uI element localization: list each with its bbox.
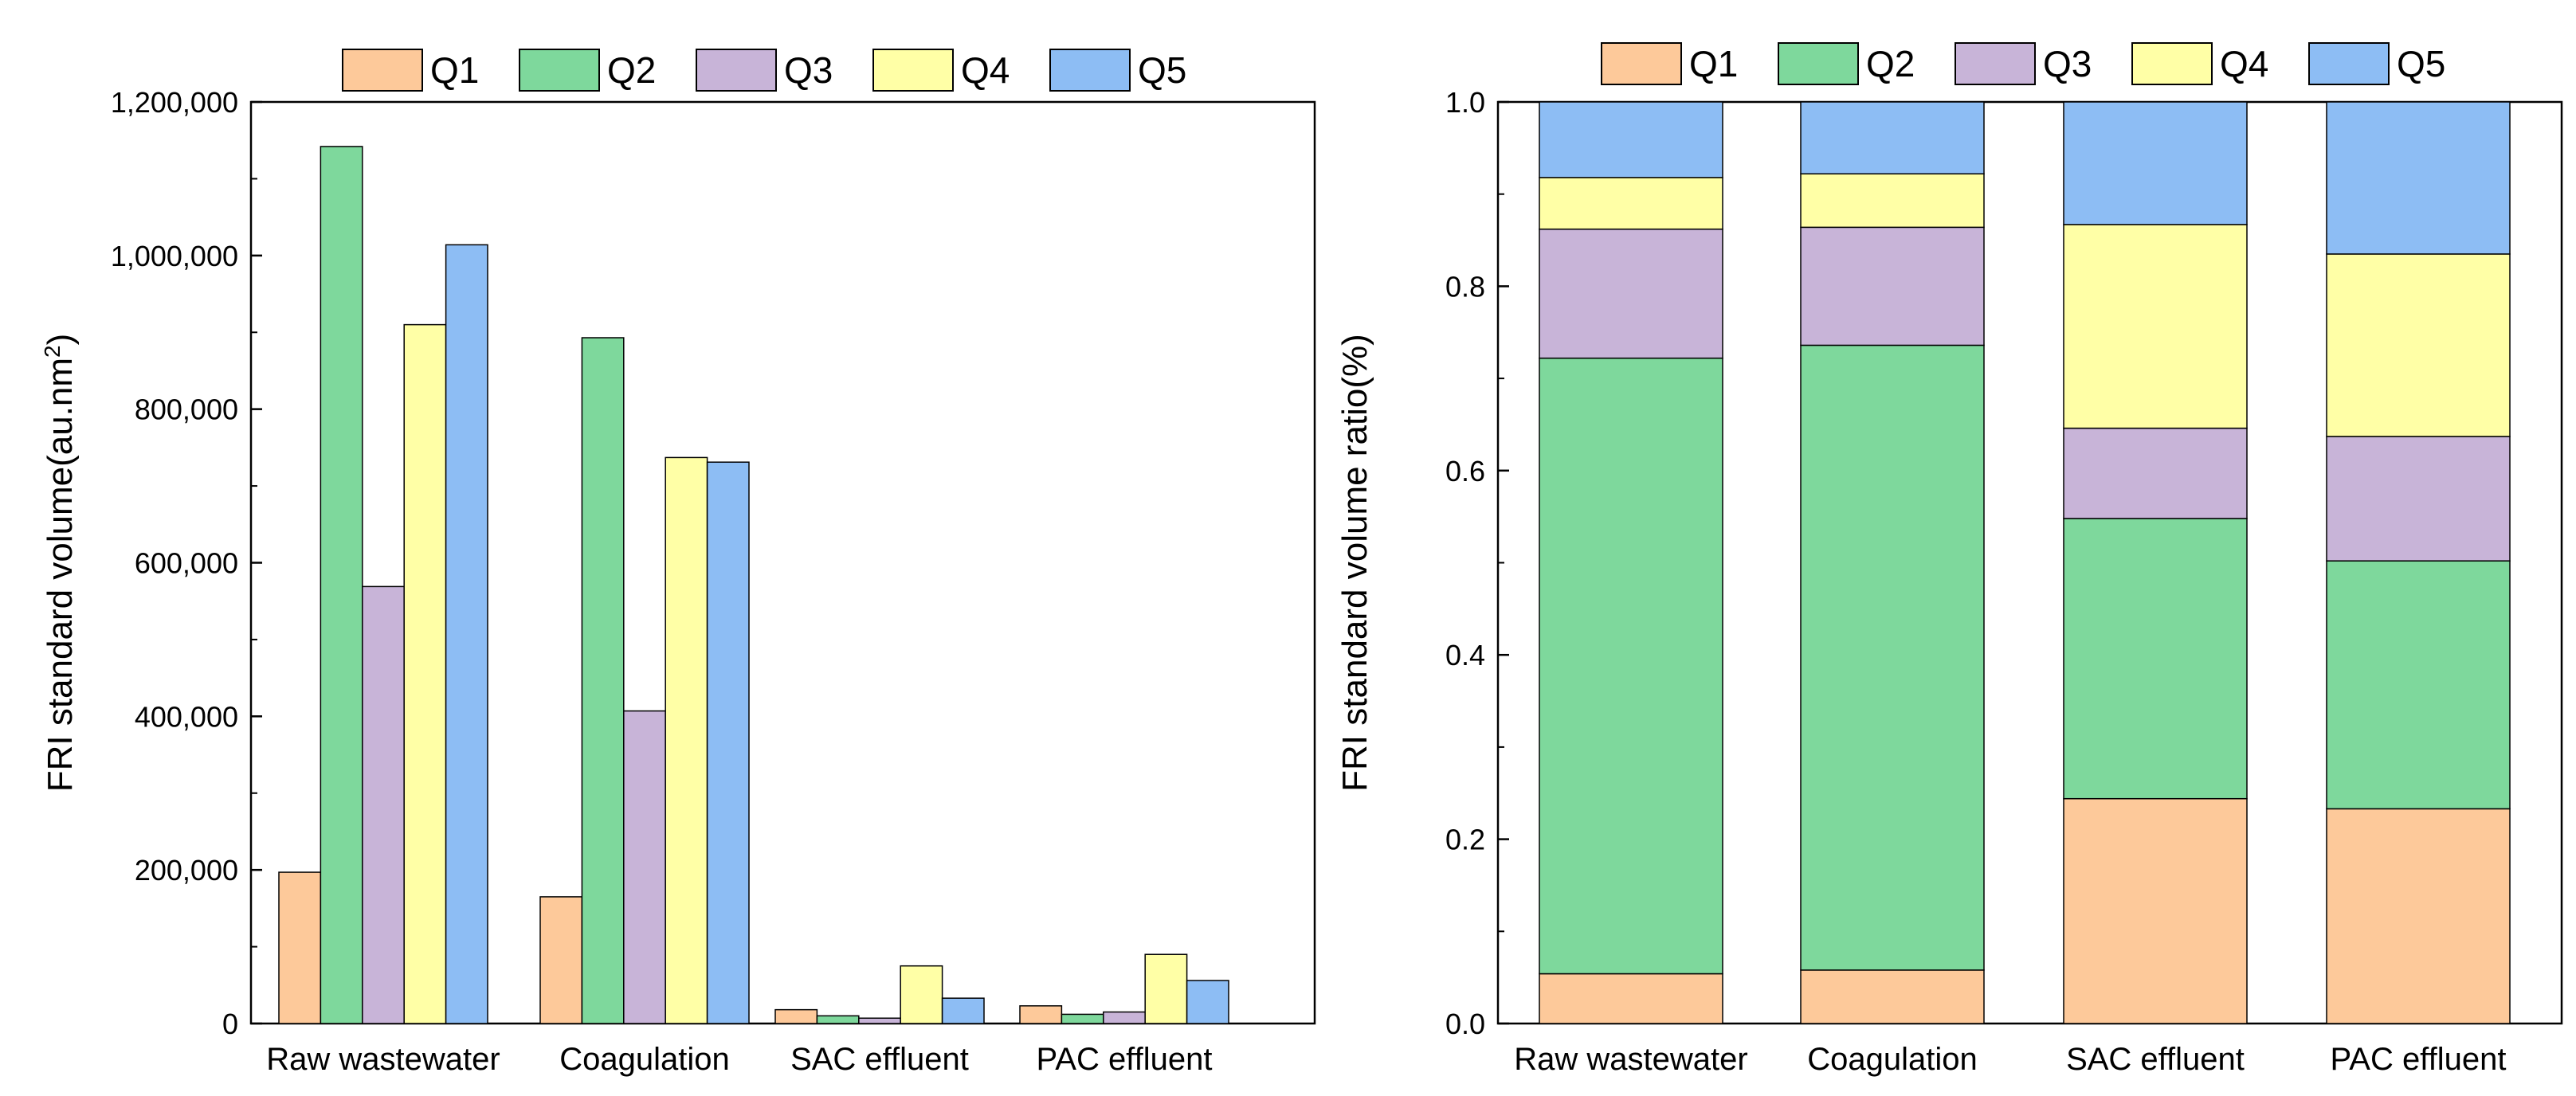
stack-q4-raw-wastewater	[1539, 177, 1723, 230]
bar-q3-pac-effluent	[1103, 1011, 1146, 1024]
bar-q2-pac-effluent	[1061, 1013, 1104, 1024]
legend-label-q2: Q2	[607, 49, 656, 91]
stack-q1-pac-effluent	[2326, 808, 2511, 1024]
stack-q2-coagulation	[1800, 344, 1985, 971]
legend-swatch-q5	[1049, 49, 1131, 92]
y-tick-label: 0	[222, 1008, 238, 1040]
bar-q1-pac-effluent	[1019, 1005, 1063, 1024]
bar-q5-sac-effluent	[941, 997, 985, 1024]
bar-q4-coagulation	[665, 456, 708, 1024]
legend-label-q5: Q5	[1138, 49, 1186, 91]
x-category-label: Raw wastewater	[266, 1042, 500, 1077]
y-tick-label: 200,000	[135, 854, 238, 887]
y-tick-label: 0.6	[1445, 455, 1485, 487]
legend: Q1 Q2 Q3 Q4 Q5	[342, 49, 1186, 92]
stack-q4-sac-effluent	[2063, 224, 2248, 429]
stacked-ratio-chart: 0.0 0.2 0.4 0.6 0.8 1.0 Raw wastewater Coagulat…	[1335, 42, 2563, 1077]
bar-q5-coagulation	[706, 461, 750, 1024]
legend-swatch-q4	[872, 49, 954, 92]
y-axis-title: FRI standard volume ratio(%)	[1335, 334, 1374, 792]
bar-q3-raw-wastewater	[362, 585, 405, 1024]
legend-label-q1: Q1	[430, 49, 479, 91]
bar-q2-raw-wastewater	[320, 146, 363, 1024]
x-category-label: SAC effluent	[790, 1042, 969, 1077]
y-tick-label: 600,000	[135, 547, 238, 580]
legend-label-q3: Q3	[2043, 43, 2092, 84]
bar-q2-coagulation	[581, 337, 625, 1024]
legend-label-q3: Q3	[784, 49, 833, 91]
stack-q5-raw-wastewater	[1539, 101, 1723, 178]
y-tick-label: 0.8	[1445, 270, 1485, 303]
legend-swatch-q2	[1778, 42, 1859, 85]
legend-swatch-q2	[519, 49, 600, 92]
bar-q3-coagulation	[623, 710, 666, 1024]
y-tick-label: 1.0	[1445, 86, 1485, 119]
stack-q2-pac-effluent	[2326, 560, 2511, 810]
y-tick-label: 400,000	[135, 700, 238, 733]
legend-swatch-q3	[1955, 42, 2036, 85]
legend-label-q1: Q1	[1689, 43, 1738, 84]
stack-q3-coagulation	[1800, 226, 1985, 346]
stack-q2-sac-effluent	[2063, 518, 2248, 800]
x-category-label: PAC effluent	[1037, 1042, 1213, 1077]
x-category-label: Coagulation	[559, 1042, 730, 1077]
stack-q5-pac-effluent	[2326, 101, 2511, 255]
legend-swatch-q5	[2308, 42, 2390, 85]
bar-q2-sac-effluent	[816, 1015, 860, 1024]
legend-swatch-q1	[342, 49, 423, 92]
y-tick-label: 1,200,000	[111, 86, 238, 119]
x-category-label: Coagulation	[1807, 1042, 1978, 1077]
y-axis-title-suffix: )	[41, 334, 80, 346]
bar-q1-sac-effluent	[774, 1008, 818, 1024]
y-axis-title-superscript: 2	[40, 345, 65, 358]
y-tick-label: 1,000,000	[111, 240, 238, 272]
legend-label-q4: Q4	[2220, 43, 2268, 84]
y-tick-label: 0.4	[1445, 639, 1485, 671]
legend-label-q4: Q4	[961, 49, 1010, 91]
y-tick-label: 800,000	[135, 393, 238, 426]
legend-label-q5: Q5	[2397, 43, 2445, 84]
stack-q5-sac-effluent	[2063, 101, 2248, 225]
bar-q4-pac-effluent	[1144, 953, 1188, 1024]
stack-q3-sac-effluent	[2063, 427, 2248, 519]
legend-label-q2: Q2	[1866, 43, 1915, 84]
legend: Q1 Q2 Q3 Q4 Q5	[1601, 42, 2445, 85]
stack-q1-coagulation	[1800, 969, 1985, 1024]
stack-q4-coagulation	[1800, 173, 1985, 229]
y-tick-label: 0.0	[1445, 1008, 1485, 1040]
bar-q1-coagulation	[539, 896, 583, 1024]
stack-q4-pac-effluent	[2326, 253, 2511, 437]
x-category-label: Raw wastewater	[1514, 1042, 1747, 1077]
stack-q3-raw-wastewater	[1539, 228, 1723, 359]
bar-q5-pac-effluent	[1186, 980, 1229, 1024]
stack-q1-raw-wastewater	[1539, 973, 1723, 1024]
bar-q3-sac-effluent	[858, 1017, 901, 1024]
grouped-bar-chart: 0 200,000 400,000 600,000 800,000 1,000,000 1,…	[40, 49, 1316, 1077]
bar-q4-raw-wastewater	[403, 323, 447, 1024]
legend-swatch-q4	[2131, 42, 2213, 85]
bar-q5-raw-wastewater	[445, 244, 488, 1024]
y-axis-title: FRI standard volume(au.nm2)	[40, 334, 80, 793]
legend-swatch-q1	[1601, 42, 1682, 85]
x-category-label: PAC effluent	[2331, 1042, 2507, 1077]
stack-q1-sac-effluent	[2063, 797, 2248, 1024]
bar-q1-raw-wastewater	[278, 871, 322, 1024]
stack-q5-coagulation	[1800, 101, 1985, 174]
y-tick-label: 0.2	[1445, 824, 1485, 856]
stack-q3-pac-effluent	[2326, 436, 2511, 562]
stack-q2-raw-wastewater	[1539, 357, 1723, 975]
legend-swatch-q3	[696, 49, 777, 92]
bar-q4-sac-effluent	[900, 965, 943, 1024]
x-category-label: SAC effluent	[2066, 1042, 2245, 1077]
